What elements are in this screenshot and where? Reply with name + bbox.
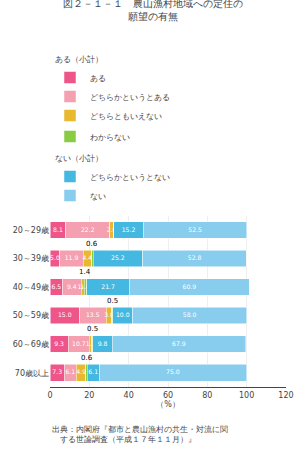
svg-text:1.4: 1.4 xyxy=(79,268,91,276)
svg-text:15.0: 15.0 xyxy=(58,311,72,318)
svg-text:10.0: 10.0 xyxy=(116,311,130,318)
svg-text:どちらかというとある: どちらかというとある xyxy=(90,93,170,102)
svg-text:4.9: 4.9 xyxy=(76,368,86,375)
svg-text:0: 0 xyxy=(47,391,52,400)
svg-text:4.4: 4.4 xyxy=(82,254,92,261)
svg-text:52.5: 52.5 xyxy=(188,226,202,233)
svg-text:どちらともいえない: どちらともいえない xyxy=(90,112,162,121)
svg-text:0.6: 0.6 xyxy=(81,354,93,362)
svg-text:6.1: 6.1 xyxy=(88,368,98,375)
svg-text:10.7: 10.7 xyxy=(72,340,86,347)
svg-text:6.1: 6.1 xyxy=(65,368,75,375)
svg-text:22.2: 22.2 xyxy=(81,226,95,233)
svg-text:50～59歳: 50～59歳 xyxy=(13,311,49,320)
svg-text:1.4: 1.4 xyxy=(80,283,90,290)
svg-text:わからない: わからない xyxy=(90,133,130,142)
svg-text:9.4: 9.4 xyxy=(67,283,77,290)
svg-text:図２－１－１ 農山漁村地域への定住の願望の有無: 図２－１－１ 農山漁村地域への定住の願望の有無 xyxy=(63,0,243,22)
svg-text:0.5: 0.5 xyxy=(107,297,118,305)
svg-text:6.5: 6.5 xyxy=(52,283,62,290)
svg-text:1.3: 1.3 xyxy=(86,340,96,347)
svg-text:9.3: 9.3 xyxy=(54,340,64,347)
svg-text:7.3: 7.3 xyxy=(52,368,62,375)
svg-text:3.0: 3.0 xyxy=(104,311,114,318)
svg-text:40: 40 xyxy=(124,391,134,400)
svg-text:75.0: 75.0 xyxy=(166,368,180,375)
svg-text:9.8: 9.8 xyxy=(98,340,108,347)
svg-text:80: 80 xyxy=(202,391,212,400)
svg-text:2.0: 2.0 xyxy=(107,226,117,233)
svg-text:ある: ある xyxy=(90,74,106,83)
svg-text:30～39歳: 30～39歳 xyxy=(13,254,49,263)
svg-text:13.5: 13.5 xyxy=(86,311,100,318)
svg-text:0.5: 0.5 xyxy=(87,325,98,333)
svg-text:ない（小計）: ない（小計） xyxy=(55,154,103,163)
svg-text:ない: ない xyxy=(90,192,106,201)
svg-text:60: 60 xyxy=(163,391,173,400)
svg-text:8.1: 8.1 xyxy=(53,226,63,233)
svg-text:60～69歳: 60～69歳 xyxy=(13,340,49,349)
svg-text:1.4: 1.4 xyxy=(78,283,88,290)
svg-text:21.7: 21.7 xyxy=(101,283,115,290)
svg-text:（%）: （%） xyxy=(156,400,180,409)
svg-text:70歳以上: 70歳以上 xyxy=(15,369,49,378)
svg-text:58.0: 58.0 xyxy=(183,311,197,318)
svg-text:20～29歳: 20～29歳 xyxy=(13,226,49,235)
svg-text:ある（小計）: ある（小計） xyxy=(55,55,103,64)
svg-text:67.9: 67.9 xyxy=(172,340,186,347)
svg-text:0.6: 0.6 xyxy=(86,240,98,248)
svg-text:5.0: 5.0 xyxy=(50,254,60,261)
svg-text:40～49歳: 40～49歳 xyxy=(13,283,49,292)
svg-text:出典：内閣府『都市と農山漁村の共生・対流に関 する世論調査（: 出典：内閣府『都市と農山漁村の共生・対流に関 する世論調査（平成１７年１１月）』 xyxy=(52,425,228,444)
svg-text:120: 120 xyxy=(278,391,293,400)
svg-text:60.9: 60.9 xyxy=(183,283,197,290)
svg-text:15.2: 15.2 xyxy=(122,226,136,233)
svg-text:25.2: 25.2 xyxy=(111,254,125,261)
svg-text:100: 100 xyxy=(239,391,254,400)
svg-text:52.8: 52.8 xyxy=(188,254,202,261)
svg-text:20: 20 xyxy=(84,391,94,400)
svg-text:どちらかというとない: どちらかというとない xyxy=(90,173,170,182)
svg-text:11.9: 11.9 xyxy=(65,254,79,261)
